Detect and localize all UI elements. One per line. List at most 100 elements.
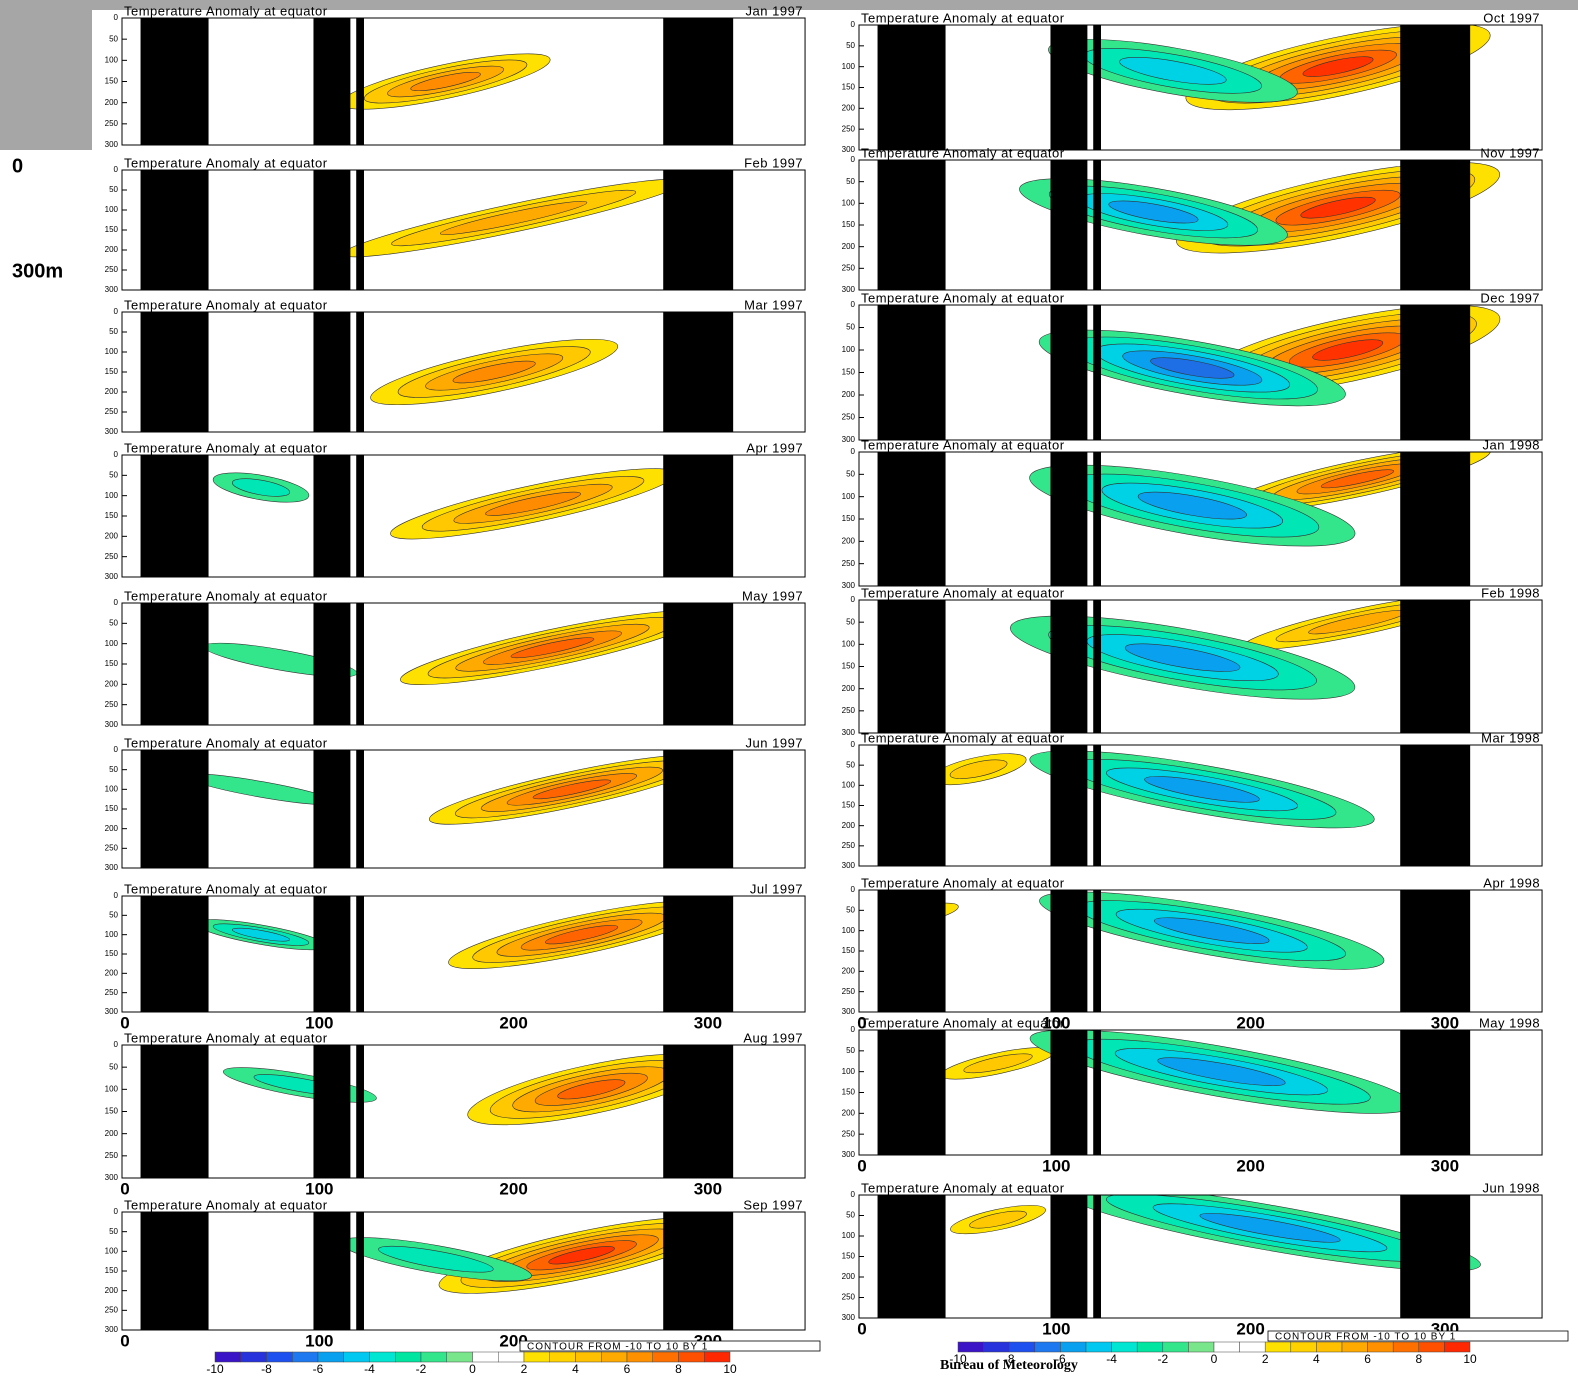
- colorbar-cell: [1008, 1341, 1036, 1353]
- colorbar-cell: [395, 1351, 422, 1363]
- y-tick-label: 100: [842, 62, 856, 71]
- land-mask: [313, 455, 351, 577]
- y-tick-label: 250: [842, 559, 856, 568]
- y-tick-label: 50: [109, 185, 118, 194]
- land-mask: [140, 170, 209, 290]
- y-tick-label: 300: [105, 572, 119, 581]
- anomaly-contour: [485, 491, 581, 516]
- land-mask: [1050, 160, 1088, 290]
- land-mask: [1400, 305, 1471, 440]
- colorbar-cell: [1290, 1341, 1317, 1353]
- y-tick-label: 0: [851, 595, 856, 604]
- x-tick-label: 100: [305, 1331, 333, 1350]
- y-tick-label: 150: [842, 662, 856, 671]
- y-tick-label: 0: [851, 20, 856, 29]
- panel: Temperature Anomaly at equator May 1998 0 5…: [842, 1015, 1543, 1175]
- land-mask: [313, 1045, 351, 1178]
- x-tick-label: 100: [305, 1179, 333, 1198]
- land-mask: [877, 305, 946, 440]
- colorbar-cell: [214, 1351, 241, 1363]
- y-tick-label: 150: [842, 1252, 856, 1261]
- land-mask: [356, 603, 364, 725]
- y-tick-label: 150: [842, 801, 856, 810]
- colorbar-cell: [1264, 1341, 1292, 1353]
- panel: Temperature Anomaly at equator Jan 1997 0 5…: [105, 3, 806, 149]
- land-mask: [1093, 600, 1101, 733]
- y-tick-label: 100: [105, 784, 119, 793]
- colorbar-label: -6: [313, 1362, 324, 1376]
- contours: [140, 170, 734, 290]
- y-tick-label: 0: [114, 598, 119, 607]
- y-tick-label: 250: [105, 1305, 119, 1314]
- colorbar-cell: [266, 1351, 293, 1363]
- land-mask: [1050, 1030, 1088, 1155]
- land-mask: [313, 312, 351, 432]
- colorbar-cell: [240, 1351, 267, 1363]
- land-mask: [313, 170, 351, 290]
- land-mask: [1093, 25, 1101, 150]
- y-tick-label: 50: [109, 34, 118, 43]
- colorbar-cell: [369, 1351, 396, 1363]
- y-tick-label: 150: [842, 368, 856, 377]
- colorbar-cell: [1341, 1341, 1368, 1353]
- y-tick-label: 200: [842, 684, 856, 693]
- anomaly-contour: [1302, 56, 1374, 77]
- colorbar-cell: [292, 1351, 319, 1363]
- panel-date: Jan 1997: [746, 3, 804, 18]
- land-mask: [1400, 160, 1471, 290]
- land-mask: [313, 603, 351, 725]
- anomaly-contour: [1124, 643, 1241, 672]
- anomaly-contour: [1312, 339, 1384, 361]
- y-tick-label: 50: [109, 618, 118, 627]
- y-tick-label: 0: [851, 447, 856, 456]
- footer: Bureau of Meteorology: [940, 1358, 1078, 1373]
- colorbar-cell: [1136, 1341, 1164, 1353]
- y-tick-label: 50: [109, 470, 118, 479]
- colorbar-cell: [1418, 1341, 1445, 1353]
- land-mask: [140, 312, 209, 432]
- y-tick-label: 0: [851, 740, 856, 749]
- x-tick-label: 100: [305, 1013, 333, 1032]
- y-tick-label: 50: [846, 905, 855, 914]
- y-tick-label: 150: [105, 77, 119, 86]
- panel-date: Mar 1997: [744, 297, 803, 312]
- panel-title: Temperature Anomaly at equator: [861, 585, 1065, 600]
- colorbar-cell: [472, 1351, 499, 1363]
- colorbar-label: -8: [261, 1362, 272, 1376]
- panel-title: Temperature Anomaly at equator: [124, 3, 328, 18]
- colorbar-label: -10: [949, 1352, 967, 1366]
- land-mask: [663, 896, 734, 1012]
- panel-date: Apr 1998: [1483, 875, 1540, 890]
- panel-title: Temperature Anomaly at equator: [861, 10, 1065, 25]
- land-mask: [877, 1030, 946, 1155]
- panel: Temperature Anomaly at equator Mar 1997 0 5…: [105, 297, 806, 436]
- land-mask: [1093, 452, 1101, 586]
- anomaly-contour: [231, 478, 291, 497]
- colorbar-cell: [1188, 1341, 1215, 1353]
- anomaly-contour: [1150, 357, 1235, 379]
- y-tick-label: 0: [851, 300, 856, 309]
- depth-bottom-label: 300m: [12, 260, 63, 282]
- contours: [140, 455, 734, 577]
- anomaly-contour: [1320, 469, 1395, 489]
- note-box: [1267, 1330, 1569, 1342]
- panel: Temperature Anomaly at equator Dec 1997 0 5…: [842, 290, 1543, 444]
- contour-note: CONTOUR FROM -10 TO 10 BY 1: [527, 1342, 708, 1353]
- land-mask: [356, 1212, 364, 1330]
- y-tick-label: 150: [105, 511, 119, 520]
- y-tick-label: 100: [105, 1084, 119, 1093]
- y-tick-label: 0: [851, 1190, 856, 1199]
- panel-date: May 1997: [742, 588, 803, 603]
- y-tick-label: 200: [842, 821, 856, 830]
- y-tick-label: 250: [842, 1129, 856, 1138]
- panel: Temperature Anomaly at equator Oct 1997 0 5…: [842, 10, 1543, 154]
- y-tick-label: 200: [842, 1108, 856, 1117]
- contours: [877, 745, 1471, 866]
- contour-note: CONTOUR FROM -10 TO 10 BY 1: [1275, 1332, 1456, 1343]
- land-mask: [356, 455, 364, 577]
- land-mask: [140, 896, 209, 1012]
- land-mask: [877, 25, 946, 150]
- y-tick-label: 0: [851, 1025, 856, 1034]
- colorbar-label: -2: [1157, 1352, 1168, 1366]
- panel-date: Jun 1998: [1483, 1180, 1541, 1195]
